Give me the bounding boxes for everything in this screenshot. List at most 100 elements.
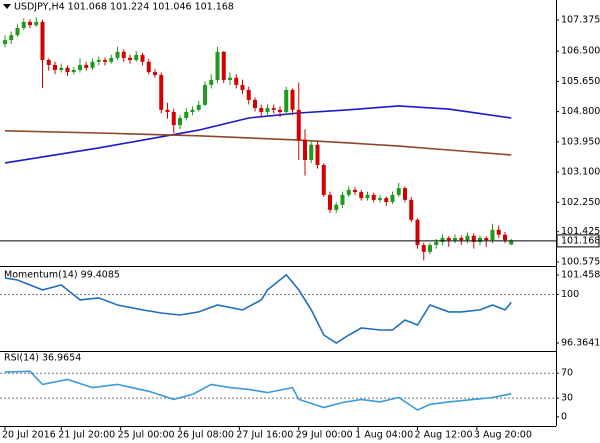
- candle-body: [103, 60, 107, 62]
- candle-body: [278, 109, 282, 112]
- x-tick-label: 29 Jul 00:00: [296, 430, 353, 441]
- candle-body: [384, 198, 389, 203]
- candle-body: [196, 104, 201, 110]
- x-tick-label: 3 Aug 20:00: [474, 430, 532, 441]
- chart-title: USDJPY,H4 101.068 101.224 101.046 101.16…: [14, 2, 234, 13]
- candle-body: [315, 144, 320, 165]
- candle-body: [290, 89, 295, 110]
- candle-body: [109, 57, 114, 62]
- candle-body: [34, 21, 39, 26]
- candle-body: [465, 235, 470, 241]
- x-tick-label: 25 Jul 00:00: [118, 430, 175, 441]
- candle-body: [371, 194, 376, 200]
- candle-body: [459, 237, 464, 241]
- candle-body: [453, 237, 457, 241]
- candle-body: [228, 77, 232, 80]
- candle-body: [153, 72, 157, 75]
- y-tick-label: 70: [561, 368, 573, 379]
- candle-body: [259, 108, 264, 112]
- candle-body: [221, 51, 226, 80]
- candle-body: [15, 27, 20, 36]
- candle-body: [403, 188, 407, 200]
- candle-body: [146, 61, 151, 73]
- y-tick-label: 103.950: [561, 136, 600, 147]
- y-tick-label: 30: [561, 393, 573, 404]
- candle-body: [334, 204, 339, 210]
- candle-body: [115, 51, 120, 58]
- candle-body: [246, 89, 251, 100]
- candle-body: [409, 199, 414, 220]
- candle-body: [78, 64, 82, 70]
- x-tick-label: 2 Aug 12:00: [415, 430, 473, 441]
- x-tick-label: 27 Jul 16:00: [236, 430, 293, 441]
- candle-body: [434, 241, 439, 246]
- y-tick-label: 100.575: [561, 256, 600, 267]
- y-tick-label: 100: [561, 289, 579, 300]
- indicator-line: [4, 273, 512, 344]
- y-tick-label: 105.650: [561, 76, 600, 87]
- candle-body: [359, 192, 364, 199]
- candle-body: [296, 109, 301, 141]
- y-tick-label: 96.3641: [561, 338, 600, 349]
- candle-body: [84, 64, 89, 68]
- candle-body: [178, 118, 182, 126]
- candle-body: [165, 109, 170, 112]
- candle-body: [303, 140, 307, 161]
- x-tick-label: 26 Jul 08:00: [177, 430, 234, 441]
- last-price-box: [556, 234, 600, 248]
- candle-body: [46, 60, 51, 65]
- indicator-title: RSI(14) 36.9654: [4, 353, 81, 364]
- y-tick-label: 0: [561, 411, 567, 422]
- candle-body: [390, 194, 395, 203]
- x-tick-label: 20 Jul 2016: [2, 430, 56, 441]
- candle-body: [253, 99, 257, 109]
- candle-body: [171, 111, 176, 126]
- y-tick-label: 104.800: [561, 106, 600, 117]
- candle-body: [265, 108, 270, 112]
- x-tick-label: 1 Aug 04:00: [355, 430, 413, 441]
- candle-body: [428, 245, 432, 252]
- moving-average: [4, 130, 512, 156]
- candle-body: [40, 21, 45, 61]
- candle-body: [321, 164, 326, 195]
- candle-body: [3, 40, 7, 44]
- indicator-title: Momentum(14) 99.4085: [4, 270, 120, 281]
- candle-body: [415, 219, 420, 246]
- candle-body: [503, 234, 507, 241]
- y-tick-label: 102.250: [561, 197, 600, 208]
- candle-body: [509, 240, 514, 245]
- candle-body: [21, 21, 26, 28]
- candle-body: [328, 194, 332, 210]
- y-tick-label: 101.4588: [561, 269, 600, 280]
- indicator-line: [4, 370, 512, 411]
- candle-body: [471, 235, 476, 242]
- candle-body: [234, 77, 239, 85]
- candle-body: [271, 108, 276, 110]
- y-tick-label: 103.100: [561, 167, 600, 178]
- candle-body: [440, 237, 445, 242]
- y-tick-label: 101.425: [561, 226, 600, 237]
- candle-body: [240, 84, 245, 90]
- candle-body: [9, 35, 14, 41]
- menu-icon[interactable]: [3, 4, 11, 9]
- candle-body: [28, 21, 32, 26]
- candle-body: [140, 55, 145, 62]
- candle-body: [71, 69, 76, 73]
- candle-body: [190, 109, 195, 112]
- candle-body: [378, 198, 382, 200]
- candle-body: [484, 237, 489, 241]
- candle-body: [59, 67, 64, 70]
- candle-body: [284, 89, 289, 112]
- candle-body: [90, 61, 95, 68]
- candle-body: [396, 188, 401, 195]
- x-tick-label: 21 Jul 20:00: [58, 430, 115, 441]
- candle-body: [134, 55, 139, 61]
- candle-body: [309, 144, 314, 161]
- candle-body: [209, 79, 214, 85]
- candle-body: [215, 51, 220, 80]
- last-price-label: 101.168: [561, 235, 600, 246]
- candle-body: [496, 229, 501, 235]
- candle-body: [353, 189, 357, 193]
- y-tick-label: 106.500: [561, 46, 600, 57]
